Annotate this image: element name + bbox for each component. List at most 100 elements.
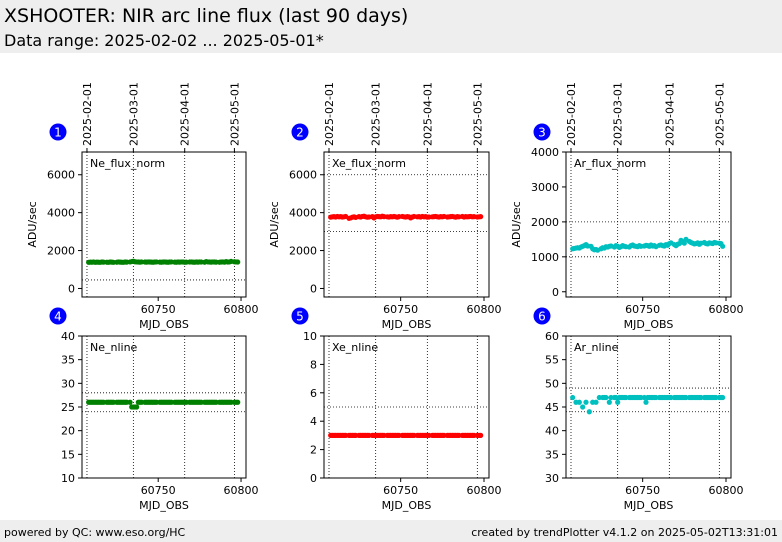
- x-axis-label: MJD_OBS: [382, 499, 432, 512]
- x-tick-label: 60800: [709, 303, 744, 316]
- top-date-label: 2025-02-01: [565, 82, 578, 146]
- x-tick-label: 60800: [224, 303, 259, 316]
- data-point: [643, 399, 649, 405]
- top-date-label: 2025-03-01: [127, 82, 140, 146]
- y-tick-label: 25: [61, 401, 75, 414]
- plot-number-label: 3: [538, 126, 546, 140]
- top-date-label: 2025-04-01: [179, 82, 192, 146]
- y-tick-label: 6: [310, 387, 317, 400]
- x-axis-label: MJD_OBS: [624, 499, 674, 512]
- parameter-label: Ne_flux_norm: [90, 157, 165, 170]
- page-title: XSHOOTER: NIR arc line flux (last 90 day…: [4, 5, 409, 27]
- y-axis-label: ADU/sec: [26, 201, 39, 247]
- plot-number-badge: [291, 307, 309, 325]
- page-subtitle: Data range: 2025-02-02 ... 2025-05-01*: [4, 31, 324, 50]
- y-tick-label: 15: [61, 448, 75, 461]
- x-tick-label: 60750: [625, 303, 660, 316]
- plot-frame: [323, 151, 490, 298]
- x-tick-label: 60800: [467, 303, 502, 316]
- y-tick-label: 55: [545, 354, 559, 367]
- x-tick-label: 60800: [224, 484, 259, 497]
- y-tick-label: 2000: [47, 245, 75, 258]
- data-point: [127, 399, 133, 405]
- plot-number-label: 2: [296, 126, 304, 140]
- x-axis-label: MJD_OBS: [624, 318, 674, 331]
- x-axis-label: MJD_OBS: [382, 318, 432, 331]
- plot-frame: [81, 335, 247, 479]
- chart-6: 30 35 40 45 50 55 60 60750 60800 MJD_OBS Ar_nline 6: [533, 307, 744, 512]
- data-point: [134, 404, 140, 410]
- y-tick-label: 30: [545, 472, 559, 485]
- plot-frame: [565, 151, 732, 298]
- plot-number-badge: [49, 307, 67, 325]
- y-tick-label: 1000: [531, 251, 559, 264]
- y-tick-label: 40: [545, 425, 559, 438]
- header-bar: XSHOOTER: NIR arc line flux (last 90 day…: [0, 0, 782, 53]
- x-axis-label: MJD_OBS: [139, 318, 189, 331]
- y-tick-label: 0: [552, 286, 559, 299]
- x-tick-label: 60750: [141, 484, 176, 497]
- parameter-label: Ne_nline: [90, 341, 138, 354]
- data-point: [593, 399, 599, 405]
- data-point: [478, 432, 484, 438]
- data-point: [720, 394, 726, 401]
- footer-bar: powered by QC: www.eso.org/HC created by…: [0, 520, 782, 542]
- y-tick-label: 0: [310, 282, 317, 295]
- plot-number-label: 4: [54, 310, 62, 324]
- top-date-label: 2025-04-01: [663, 82, 676, 146]
- parameter-label: Ar_flux_norm: [574, 157, 646, 170]
- plot-number-label: 6: [538, 310, 546, 324]
- x-tick-label: 60750: [625, 484, 660, 497]
- data-point: [606, 399, 612, 405]
- top-date-label: 2025-02-01: [81, 82, 94, 146]
- x-axis-label: MJD_OBS: [139, 499, 189, 512]
- y-tick-label: 35: [545, 448, 559, 461]
- top-date-label: 2025-05-01: [228, 82, 241, 146]
- y-tick-label: 8: [310, 358, 317, 371]
- x-tick-label: 60800: [467, 484, 502, 497]
- x-tick-label: 60750: [383, 303, 418, 316]
- x-tick-label: 60750: [141, 303, 176, 316]
- plot-number-badge: [533, 307, 551, 325]
- data-point: [603, 394, 609, 401]
- data-point: [235, 399, 241, 405]
- y-tick-label: 20: [61, 425, 75, 438]
- plot-frame: [565, 335, 732, 479]
- chart-3: 0 1000 2000 3000 4000 60750 60800 MJD_OBS ADU/se…: [510, 82, 744, 331]
- top-date-label: 2025-05-01: [471, 82, 484, 146]
- top-date-label: 2025-03-01: [612, 82, 625, 146]
- data-point: [570, 394, 576, 401]
- plot-number-label: 5: [296, 310, 304, 324]
- data-point: [720, 243, 726, 249]
- y-tick-label: 2000: [531, 216, 559, 229]
- data-point: [580, 404, 586, 410]
- y-tick-label: 50: [545, 377, 559, 390]
- plot-number-badge: [533, 123, 551, 141]
- y-tick-label: 4000: [289, 207, 317, 220]
- x-tick-label: 60750: [383, 484, 418, 497]
- plot-number-badge: [291, 123, 309, 141]
- plot-frame: [81, 151, 247, 298]
- data-point: [576, 399, 582, 405]
- y-tick-label: 0: [68, 282, 75, 295]
- parameter-label: Ar_nline: [574, 341, 619, 354]
- y-tick-label: 4: [310, 415, 317, 428]
- data-point: [615, 399, 621, 405]
- y-tick-label: 35: [61, 354, 75, 367]
- y-tick-label: 2000: [289, 245, 317, 258]
- y-tick-label: 6000: [289, 169, 317, 182]
- y-tick-label: 4000: [47, 207, 75, 220]
- y-tick-label: 6000: [47, 169, 75, 182]
- footer-created-by: created by trendPlotter v4.1.2 on 2025-0…: [471, 526, 778, 539]
- footer-powered-by: powered by QC: www.eso.org/HC: [4, 526, 186, 539]
- x-tick-label: 60800: [709, 484, 744, 497]
- y-tick-label: 45: [545, 401, 559, 414]
- data-point: [586, 409, 592, 415]
- top-date-label: 2025-05-01: [713, 82, 726, 146]
- chart-2: 0 2000 4000 6000 60750 60800 MJD_OBS ADU/sec 202…: [268, 82, 502, 331]
- y-tick-label: 10: [61, 472, 75, 485]
- y-tick-label: 60: [545, 330, 559, 343]
- chart-5: 0 2 4 6 8 10 60750 60800 MJD_OBS Xe_nline 5: [291, 307, 502, 512]
